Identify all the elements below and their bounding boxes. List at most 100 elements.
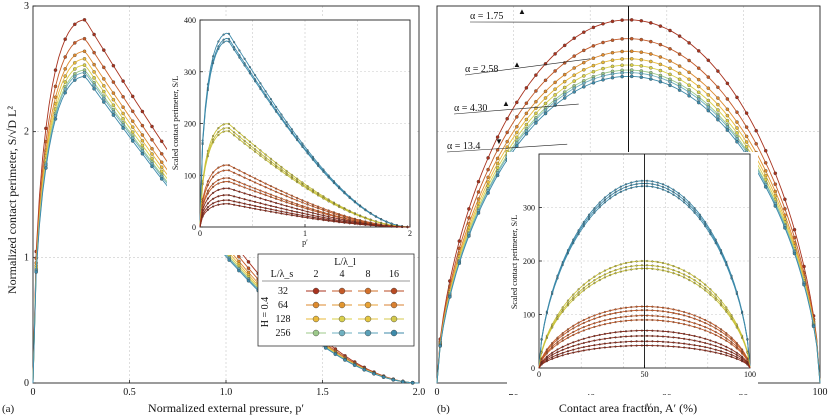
panel-b-point [601, 66, 605, 71]
panel-b-inset-point [651, 344, 654, 347]
panel-b-inset-point [719, 336, 723, 339]
legend-swatch-marker [312, 315, 320, 323]
panel-b-point [582, 48, 586, 53]
panel-b-alpha-leader [453, 103, 579, 115]
panel-b-xtick-label: 100 [813, 387, 828, 398]
panel-a-inset-point [275, 201, 278, 205]
panel-b-point [601, 60, 605, 65]
panel-a-point [63, 80, 67, 84]
panel-a-inset-point [380, 225, 383, 228]
panel-b-point [706, 75, 711, 79]
panel-a-inset-point [243, 183, 246, 186]
panel-b-inset-point [698, 319, 701, 322]
panel-a-inset-point [248, 174, 251, 177]
panel-b-point [620, 71, 624, 75]
panel-b-inset-point [640, 318, 643, 321]
panel-b-inset-point [577, 328, 580, 331]
panel-b-inset-point [577, 324, 580, 327]
panel-b-inset-point [582, 349, 585, 352]
panel-a-inset-point [238, 190, 241, 193]
panel-a-inset-point [285, 173, 288, 176]
panel-a-point [159, 152, 164, 156]
legend-swatch-marker [312, 329, 320, 337]
panel-b-point [515, 115, 519, 119]
panel-b-point [668, 47, 672, 51]
panel-b-point [677, 77, 682, 82]
panel-a-inset-point [233, 166, 236, 169]
panel-b-inset-point [693, 314, 696, 317]
panel-b-point [677, 84, 682, 89]
panel-b-inset-point [667, 185, 670, 188]
panel-a-xtick-label: 1.0 [220, 387, 233, 398]
panel-a-point [102, 84, 106, 88]
panel-a-inset-point [332, 203, 335, 206]
panel-b-alpha-label: α = 1.75 [470, 11, 503, 22]
legend-col-title: L/λ_l [334, 257, 356, 268]
panel-a-inset-point [269, 204, 272, 207]
panel-b-inset-point [572, 344, 575, 348]
panel-a-inset-point [227, 199, 230, 202]
panel-a-inset-point [222, 164, 225, 167]
panel-a-inset-point [248, 144, 251, 147]
panel-b-point [706, 86, 711, 90]
panel-a-inset-point [248, 188, 251, 191]
panel-a-inset-point [364, 209, 367, 212]
panel-a-point [159, 139, 164, 144]
panel-b-point [725, 128, 730, 132]
panel-a-point [63, 37, 67, 41]
panel-b-inset-point [656, 186, 659, 189]
panel-b-inset-point [698, 324, 701, 327]
panel-b-inset-point [545, 312, 548, 315]
panel-b-inset-point [630, 340, 633, 343]
panel-a-ytick-label: 0 [24, 378, 29, 389]
panel-a-inset-point [233, 48, 236, 51]
panel-a-inset-point [290, 201, 293, 204]
panel-b-point [783, 207, 787, 211]
panel-b-inset-point [651, 314, 654, 317]
panel-b-inset-point [735, 356, 738, 359]
legend-swatch-marker [364, 329, 372, 337]
panel-b-inset-point [683, 332, 686, 335]
panel-a-inset-point [275, 206, 278, 209]
panel-b-inset-point [651, 334, 654, 338]
panel-b-inset-point [688, 203, 691, 206]
panel-a-ytick-label: 1 [24, 252, 29, 263]
panel-b-point [572, 90, 576, 94]
panel-b-inset-point [698, 282, 701, 285]
panel-b-inset-point [609, 267, 612, 270]
panel-b-point [754, 142, 758, 146]
panel-b-inset-point [603, 314, 606, 317]
panel-b-inset-point [635, 260, 638, 263]
panel-b-inset-point [635, 185, 638, 188]
panel-b-inset-point [551, 292, 554, 296]
panel-a-inset-point [206, 192, 209, 195]
legend-swatch-marker [364, 301, 372, 309]
panel-b-inset-point [651, 185, 654, 188]
panel-a-inset-point [217, 182, 220, 185]
panel-b-inset-point [624, 269, 628, 272]
panel-b-point [629, 49, 634, 54]
panel-b-inset-point [556, 341, 559, 344]
panel-a-inset-point [406, 225, 409, 229]
panel-b-inset-ticks: 0 50 100 0 100 200 300 [523, 204, 756, 380]
panel-b-point [572, 73, 576, 77]
panel-b-inset-point [614, 272, 617, 275]
legend-swatch-marker [390, 315, 398, 323]
panel-b-point [495, 161, 500, 166]
panel-a-inset-point [317, 207, 320, 210]
panel-b-inset-point [561, 310, 564, 313]
panel-a-point [121, 111, 125, 116]
panel-a-point [130, 125, 135, 129]
panel-b-inset-point [677, 336, 680, 340]
panel-b-inset-point [661, 269, 665, 272]
panel-a-inset-point [227, 37, 230, 40]
panel-b-inset-point [646, 329, 649, 332]
panel-b-point [553, 69, 557, 73]
panel-a-point [237, 268, 241, 273]
panel-b-point [696, 77, 701, 82]
panel-a-inset-point [290, 209, 293, 212]
panel-b-point [696, 84, 701, 89]
panel-b-inset-point [730, 353, 733, 356]
panel-a-inset-point [222, 180, 225, 183]
